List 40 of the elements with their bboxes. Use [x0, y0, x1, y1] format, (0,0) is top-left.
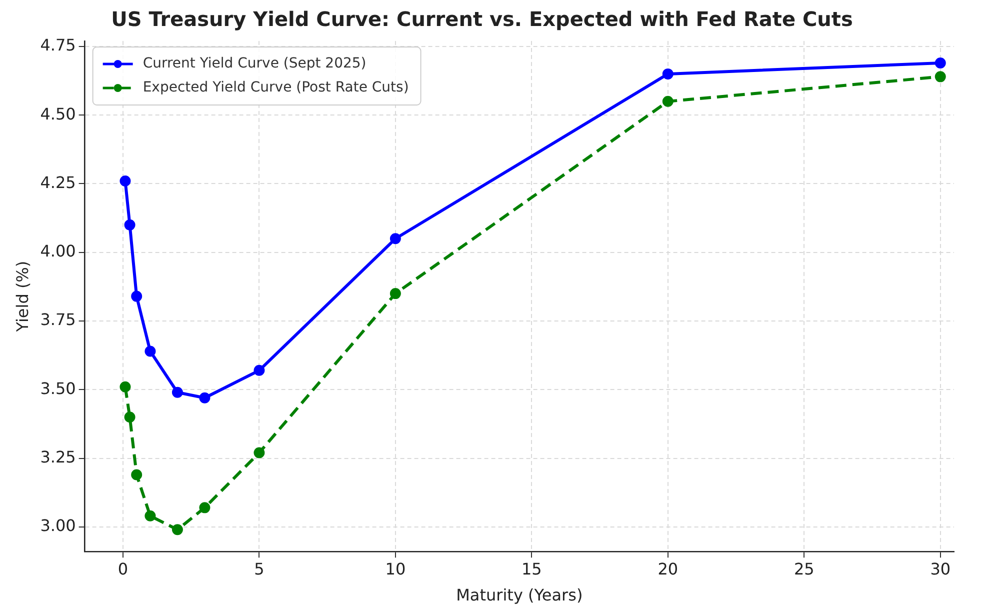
- point: [131, 290, 142, 302]
- y-tick-label: 4.75: [40, 36, 76, 55]
- y-tick-label: 4.50: [40, 104, 76, 124]
- point: [254, 364, 265, 376]
- x-tick-label: 5: [254, 559, 264, 578]
- legend-label: Expected Yield Curve (Post Rate Cuts): [142, 80, 409, 96]
- point: [934, 57, 946, 68]
- x-tick-label: 10: [385, 559, 406, 578]
- point: [254, 447, 265, 458]
- point: [172, 386, 183, 398]
- x-tick-label: 20: [658, 559, 678, 578]
- y-tick-label: 4.25: [40, 172, 76, 192]
- x-tick-label: 15: [521, 559, 542, 578]
- point: [124, 412, 136, 423]
- point: [144, 510, 156, 522]
- point: [390, 233, 401, 244]
- x-tick-label: 30: [930, 559, 951, 578]
- y-tick-label: 3.75: [40, 310, 76, 330]
- legend-label: Current Yield Curve (Sept 2025): [142, 56, 366, 72]
- point: [131, 469, 142, 480]
- y-tick-label: 3.25: [40, 447, 76, 466]
- point: [662, 68, 674, 80]
- point: [934, 71, 946, 82]
- y-tick-label: 3.50: [40, 378, 76, 398]
- point: [662, 96, 674, 107]
- point: [144, 346, 156, 357]
- chart-title: US Treasury Yield Curve: Current vs. Expected with Fed Rate Cuts: [111, 7, 853, 32]
- point: [199, 502, 210, 514]
- y-tick-label: 3.00: [40, 516, 76, 536]
- point: [120, 176, 131, 187]
- x-tick-label: 25: [794, 559, 814, 578]
- point: [390, 288, 401, 300]
- point: [124, 219, 136, 230]
- point: [172, 524, 183, 536]
- y-axis-title: Yield (%): [12, 260, 32, 333]
- y-tick-label: 4.00: [40, 242, 76, 261]
- x-tick-label: 0: [118, 559, 128, 578]
- point: [120, 381, 131, 392]
- point: [199, 392, 210, 404]
- x-axis-title: Maturity (Years): [456, 586, 583, 605]
